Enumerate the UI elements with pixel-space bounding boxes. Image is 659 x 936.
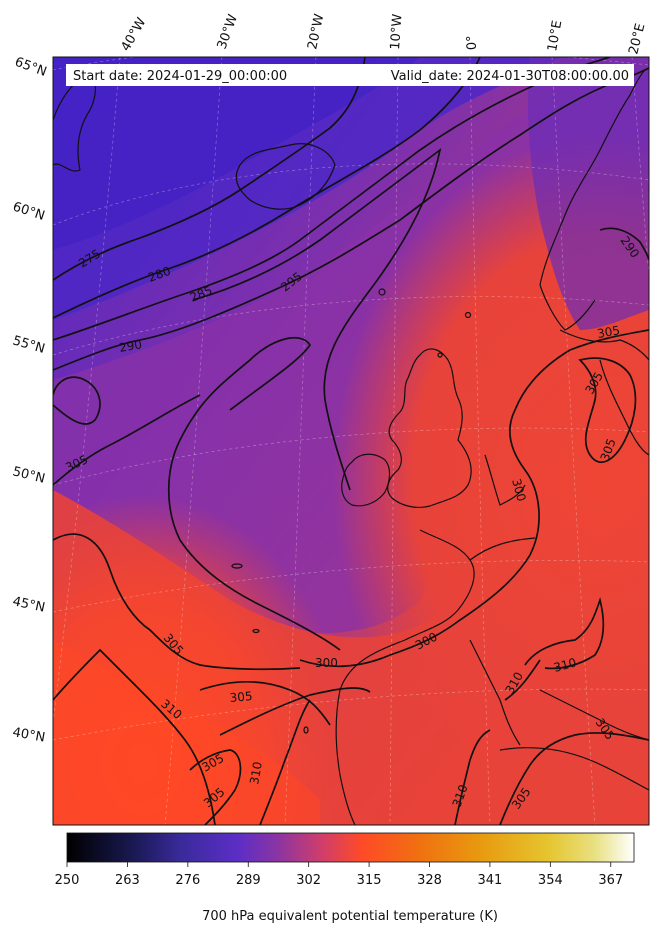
latitude-labels: 65°N 60°N 55°N 50°N 45°N 40°N: [11, 55, 49, 746]
lat-label: 50°N: [11, 464, 46, 486]
lat-label: 55°N: [11, 333, 47, 356]
colorbar-tick-label: 315: [357, 873, 382, 888]
colorbar-title: 700 hPa equivalent potential temperature…: [202, 909, 498, 924]
theta-e-field: 275 280 285 290 295 290 305 305 300 300 …: [53, 57, 649, 825]
colorbar-tick-label: 328: [417, 873, 442, 888]
lat-label: 40°N: [11, 725, 46, 745]
contour-label: 305: [596, 323, 621, 341]
lon-label: 10°E: [545, 19, 565, 52]
header-box: [66, 64, 634, 86]
coastlines: [53, 69, 649, 825]
colorbar-tick-label: 250: [55, 873, 80, 888]
isentrope-contours: [53, 57, 649, 825]
lat-label: 65°N: [13, 55, 49, 80]
lon-label: 0°: [464, 35, 480, 50]
lon-label: 40°W: [118, 15, 149, 54]
contour-label: 305: [229, 689, 253, 705]
colorbar-tick-label: 302: [296, 873, 321, 888]
contour-label: 290: [118, 337, 143, 355]
valid-date-label: Valid_date: 2024-01-30T08:00:00.00: [391, 69, 629, 84]
contour-label: 310: [247, 761, 265, 786]
start-date-label: Start date: 2024-01-29_00:00:00: [73, 69, 287, 84]
colorbar-tick-label: 367: [598, 873, 623, 888]
map-frame: [52, 56, 650, 826]
colorbar-gradient: [66, 832, 635, 863]
contour-label: 300: [315, 656, 338, 670]
lon-label: 30°W: [215, 12, 241, 51]
longitude-labels: 40°W 30°W 20°W 10°W 0° 10°E 20°E: [118, 12, 648, 56]
graticule: [53, 57, 649, 825]
lat-label: 60°N: [11, 200, 47, 224]
lat-label: 45°N: [11, 594, 46, 615]
colorbar: 250 263 276 289 302 315 328 341 354 367 700 hPa e…: [55, 832, 635, 924]
colorbar-ticks: 250 263 276 289 302 315 328 341 354 367: [55, 862, 623, 888]
colorbar-tick-label: 289: [236, 873, 261, 888]
colorbar-tick-label: 354: [538, 873, 563, 888]
contour-label: 300: [509, 477, 528, 503]
colorbar-tick-label: 341: [478, 873, 503, 888]
colorbar-tick-label: 263: [115, 873, 140, 888]
contour-label: 310: [552, 655, 578, 674]
lon-label: 20°E: [626, 22, 648, 56]
lon-label: 10°W: [388, 13, 405, 50]
colorbar-tick-label: 276: [175, 873, 200, 888]
lon-label: 20°W: [305, 12, 327, 50]
